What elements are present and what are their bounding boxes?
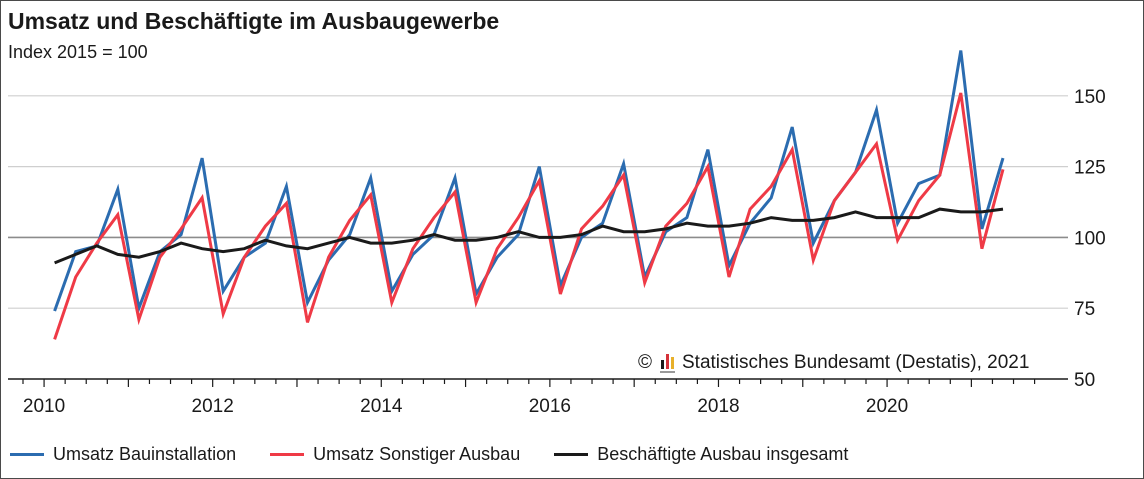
series-line-3 <box>54 207 1004 265</box>
x-tick-label: 2014 <box>360 396 403 417</box>
legend-item-umsatz-sonstiger-ausbau: Umsatz Sonstiger Ausbau <box>270 444 520 465</box>
x-tick-label: 2020 <box>866 396 908 417</box>
legend-item-beschaeftigte: Beschäftigte Ausbau insgesamt <box>554 444 848 465</box>
series-line-2 <box>53 92 1005 340</box>
x-tick-label: 2012 <box>192 396 234 417</box>
legend-swatch-red <box>270 452 305 456</box>
legend: Umsatz Bauinstallation Umsatz Sonstiger … <box>10 440 882 468</box>
y-axis-tick-labels: 50 75 100 125 150 <box>1074 87 1106 391</box>
chart-subtitle: Index 2015 = 100 <box>8 42 148 62</box>
legend-label: Umsatz Sonstiger Ausbau <box>313 443 521 464</box>
y-tick-label: 150 <box>1074 87 1106 108</box>
x-tick-label: 2016 <box>529 396 571 417</box>
y-tick-label: 125 <box>1074 158 1106 179</box>
copyright-symbol: © <box>638 352 652 373</box>
legend-item-umsatz-bauinstallation: Umsatz Bauinstallation <box>10 444 236 465</box>
destatis-logo-icon <box>660 354 675 373</box>
legend-label: Beschäftigte Ausbau insgesamt <box>597 443 849 464</box>
y-tick-label: 100 <box>1074 228 1106 249</box>
x-axis-tick-labels: 2010 2012 2014 2016 2018 2020 <box>23 396 908 417</box>
legend-swatch-blue <box>10 452 44 456</box>
source-note: © Statistisches Bundesamt (Destatis), 20… <box>638 352 1029 373</box>
y-tick-label: 50 <box>1074 370 1095 391</box>
y-tick-label: 75 <box>1074 299 1095 320</box>
legend-swatch-black <box>554 452 589 456</box>
x-tick-label: 2010 <box>23 396 65 417</box>
series-line-1 <box>53 50 1005 314</box>
chart-title: Umsatz und Beschäftigte im Ausbaugewerbe <box>8 8 500 34</box>
series-lines <box>53 50 1005 340</box>
x-tick-label: 2018 <box>697 396 739 417</box>
x-axis <box>8 378 1068 387</box>
legend-label: Umsatz Bauinstallation <box>53 443 237 464</box>
source-text: Statistisches Bundesamt (Destatis), 2021 <box>682 352 1029 373</box>
